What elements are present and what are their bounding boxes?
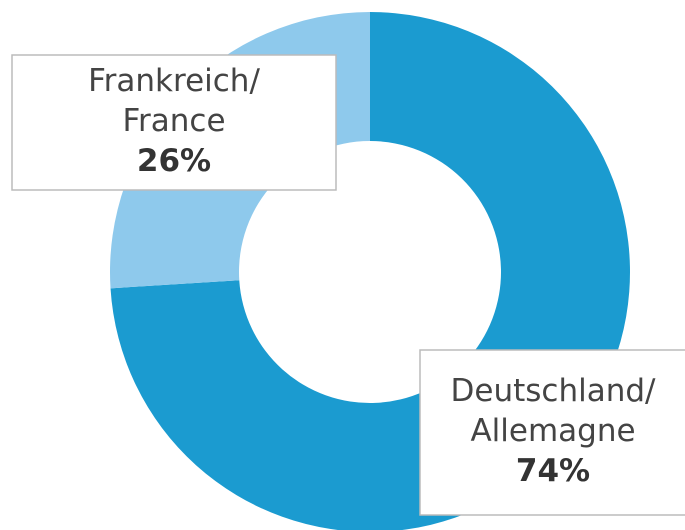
- label-name: Deutschland/: [451, 373, 657, 409]
- data-label: Frankreich/France 26%: [11, 54, 337, 191]
- label-value: 74%: [516, 453, 590, 489]
- data-label: Deutschland/Allemagne 74%: [419, 349, 685, 516]
- label-name: Frankreich/: [88, 63, 260, 99]
- label-box: [419, 349, 685, 516]
- label-box: [11, 54, 337, 191]
- label-name: France: [122, 103, 225, 139]
- label-value: 26%: [137, 143, 211, 179]
- label-name: Allemagne: [470, 413, 635, 449]
